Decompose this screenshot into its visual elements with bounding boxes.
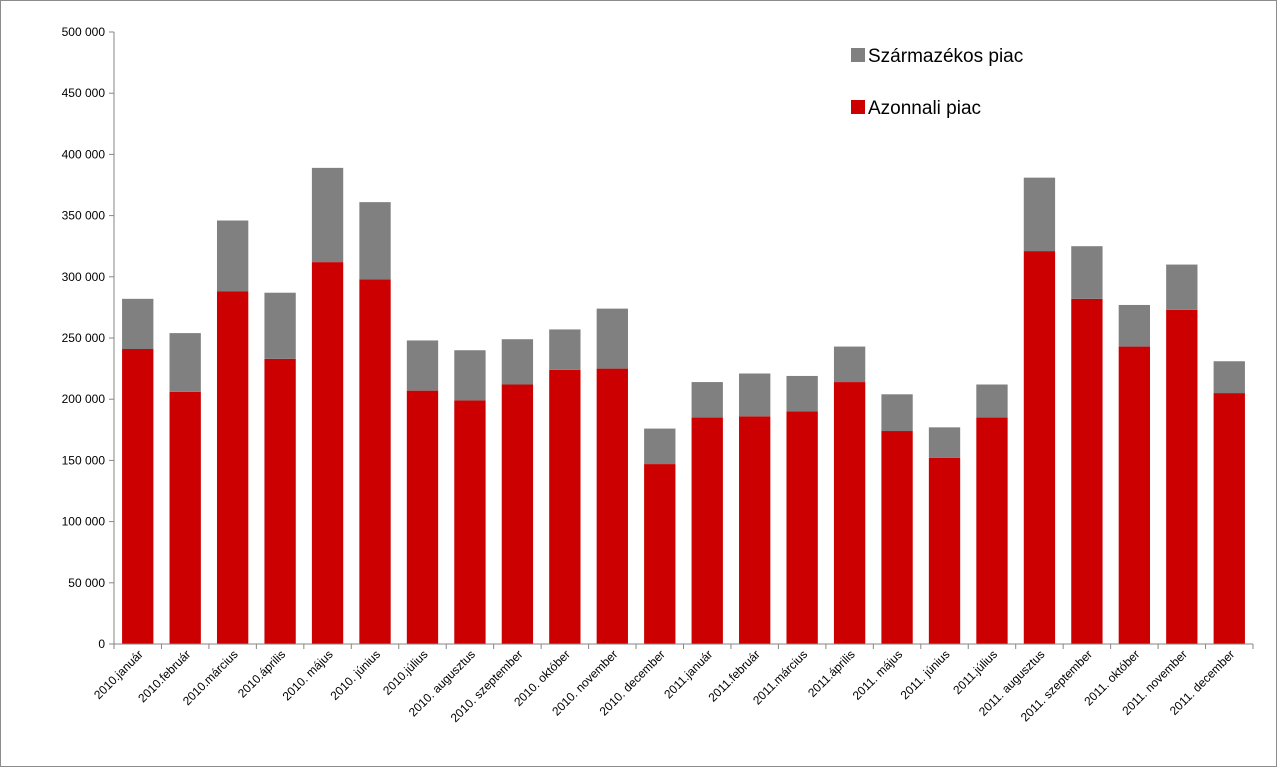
bar-szarmazekos: [1023, 177, 1056, 252]
y-tick-label: 300 000: [62, 270, 106, 284]
bar-szarmazekos: [549, 329, 581, 370]
bar-azonnali: [1071, 298, 1103, 644]
bar-szarmazekos: [596, 308, 628, 369]
bar-szarmazekos: [786, 375, 818, 412]
bar-szarmazekos: [1166, 264, 1198, 310]
bar-azonnali: [976, 417, 1008, 644]
bar-szarmazekos: [122, 298, 154, 350]
y-tick-label: 100 000: [62, 515, 106, 529]
bar-szarmazekos: [976, 384, 1008, 418]
bar-azonnali: [454, 400, 486, 644]
bar-szarmazekos: [169, 333, 201, 392]
x-axis: 2010.január2010.február2010.március2010.…: [91, 643, 1254, 725]
bar-szarmazekos: [928, 427, 961, 458]
bar-szarmazekos: [216, 220, 249, 292]
bar-azonnali: [501, 384, 534, 644]
y-tick-label: 450 000: [62, 86, 106, 100]
legend-label: Származékos piac: [868, 46, 1023, 67]
legend-label: Azonnali piac: [868, 98, 981, 119]
x-tick-label: 2011.július: [950, 647, 1000, 697]
legend: Származékos piac Azonnali piac: [851, 46, 1023, 119]
bar-azonnali: [549, 369, 581, 644]
bar-azonnali: [833, 382, 866, 644]
bars: [122, 167, 1245, 644]
x-tick-label: 2010. június: [327, 647, 383, 703]
bar-azonnali: [928, 457, 961, 644]
bar-szarmazekos: [881, 394, 913, 432]
bar-azonnali: [359, 279, 391, 644]
bar-szarmazekos: [739, 373, 771, 417]
legend-swatch: [851, 48, 865, 62]
bar-szarmazekos: [691, 382, 723, 418]
y-tick-label: 0: [98, 637, 105, 651]
bar-azonnali: [881, 431, 913, 644]
bar-azonnali: [264, 358, 296, 644]
y-tick-label: 250 000: [62, 331, 106, 345]
bar-szarmazekos: [1071, 246, 1103, 299]
bar-szarmazekos: [454, 350, 486, 401]
bar-szarmazekos: [406, 340, 439, 391]
bar-szarmazekos: [501, 339, 534, 385]
x-tick-label: 2010.július: [380, 647, 430, 697]
x-tick-label: 2011. június: [898, 647, 953, 702]
bar-azonnali: [122, 349, 154, 644]
bar-szarmazekos: [311, 167, 344, 263]
bar-azonnali: [644, 464, 676, 644]
y-axis: 0 50 000 100 000 150 000 200 000 250 000 300 0…: [62, 25, 115, 651]
bar-azonnali: [169, 391, 201, 644]
bar-azonnali: [406, 390, 439, 644]
bar-azonnali: [311, 262, 344, 644]
y-tick-label: 200 000: [62, 392, 106, 406]
y-tick-label: 150 000: [62, 453, 106, 467]
bar-azonnali: [1023, 251, 1056, 644]
bar-szarmazekos: [1118, 304, 1151, 347]
y-tick-label: 500 000: [62, 25, 106, 39]
bar-azonnali: [1213, 393, 1245, 644]
bar-azonnali: [739, 416, 771, 644]
bar-azonnali: [1118, 346, 1151, 644]
y-tick-label: 50 000: [68, 576, 105, 590]
bar-azonnali: [786, 411, 818, 644]
legend-swatch: [851, 100, 865, 114]
y-tick-label: 350 000: [62, 209, 106, 223]
x-tick-label: 2010. május: [280, 647, 336, 703]
bar-szarmazekos: [644, 428, 676, 465]
bar-azonnali: [596, 368, 628, 644]
x-tick-label: 2011. május: [850, 647, 905, 702]
bar-szarmazekos: [264, 292, 296, 359]
y-tick-label: 400 000: [62, 147, 106, 161]
bar-szarmazekos: [1213, 361, 1245, 394]
bar-azonnali: [1166, 309, 1198, 644]
bar-azonnali: [216, 291, 249, 644]
bar-azonnali: [691, 417, 723, 644]
bar-szarmazekos: [359, 202, 391, 280]
bar-szarmazekos: [833, 346, 866, 383]
